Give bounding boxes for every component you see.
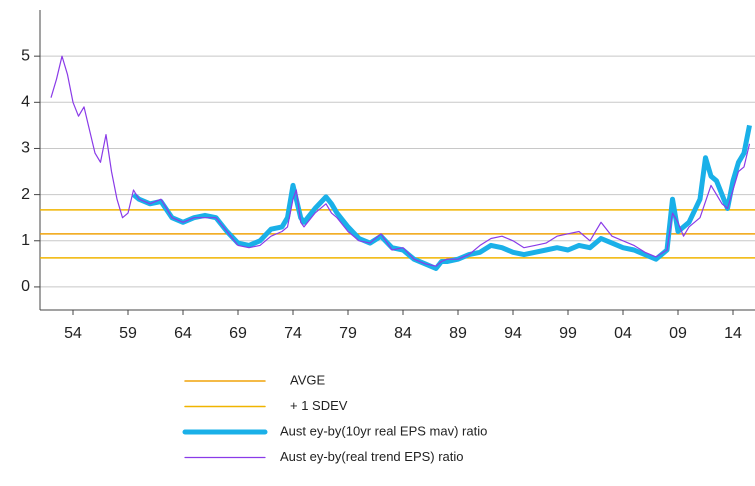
y-tick-label: 4 xyxy=(21,94,30,111)
x-tick-label: 79 xyxy=(339,325,357,342)
x-tick-label: 09 xyxy=(669,325,687,342)
x-tick-label: 74 xyxy=(284,325,302,342)
legend-label: + 1 SDEV xyxy=(290,398,348,413)
legend-label: AVGE xyxy=(290,372,325,387)
x-tick-label: 64 xyxy=(174,325,192,342)
x-tick-label: 89 xyxy=(449,325,467,342)
x-tick-label: 84 xyxy=(394,325,412,342)
y-tick-label: 5 xyxy=(21,47,30,64)
y-tick-label: 3 xyxy=(21,140,30,157)
y-tick-label: 0 xyxy=(21,278,30,295)
x-tick-label: 04 xyxy=(614,325,632,342)
y-tick-label: 1 xyxy=(21,232,30,249)
series-line xyxy=(50,55,751,267)
x-tick-label: 54 xyxy=(64,325,82,342)
x-tick-label: 69 xyxy=(229,325,247,342)
x-tick-label: 94 xyxy=(504,325,522,342)
legend-label: Aust ey-by(10yr real EPS mav) ratio xyxy=(280,423,487,438)
x-tick-label: 14 xyxy=(724,325,742,342)
x-tick-label: 99 xyxy=(559,325,577,342)
legend-label: Aust ey-by(real trend EPS) ratio xyxy=(280,449,464,464)
y-tick-label: 2 xyxy=(21,186,30,203)
series-line xyxy=(131,124,752,271)
x-tick-label: 59 xyxy=(119,325,137,342)
